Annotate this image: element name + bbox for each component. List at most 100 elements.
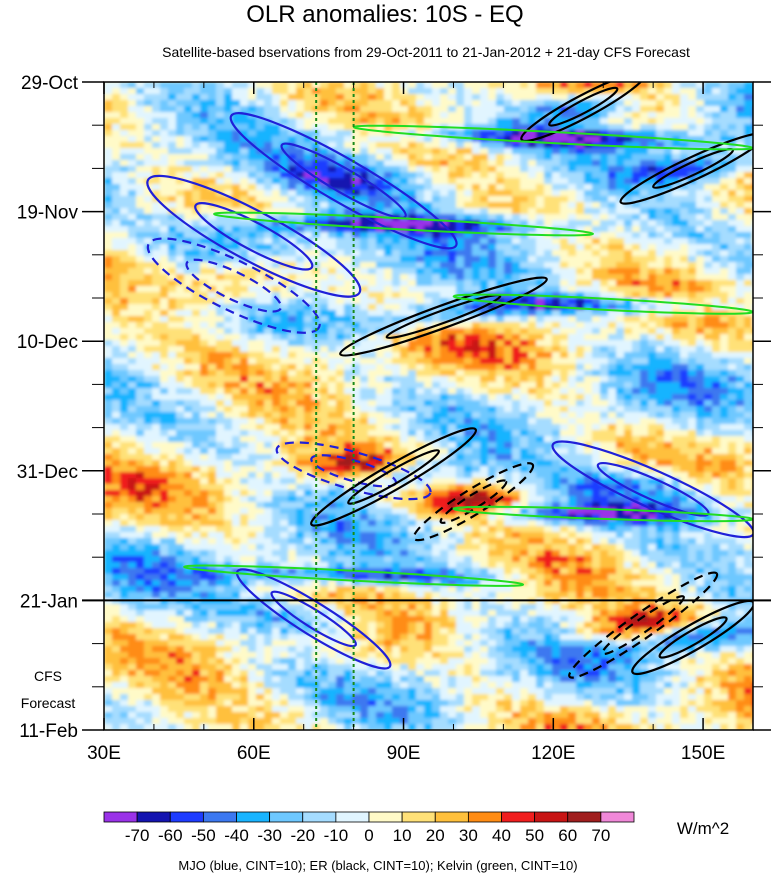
field-cell bbox=[128, 106, 137, 113]
field-cell bbox=[504, 184, 513, 191]
field-cell bbox=[456, 418, 465, 425]
field-cell bbox=[344, 436, 353, 443]
field-cell bbox=[496, 280, 505, 287]
field-cell bbox=[736, 436, 745, 443]
field-cell bbox=[336, 178, 345, 185]
field-cell bbox=[512, 130, 521, 137]
field-cell bbox=[112, 214, 121, 221]
field-cell bbox=[256, 166, 265, 173]
field-cell bbox=[560, 244, 569, 251]
field-cell bbox=[728, 322, 737, 329]
field-cell bbox=[696, 88, 705, 95]
field-cell bbox=[328, 94, 337, 101]
field-cell bbox=[720, 226, 729, 233]
field-cell bbox=[240, 100, 249, 107]
field-cell bbox=[384, 88, 393, 95]
field-cell bbox=[312, 226, 321, 233]
field-cell bbox=[224, 382, 233, 389]
field-cell bbox=[240, 394, 249, 401]
field-cell bbox=[344, 430, 353, 437]
field-cell bbox=[712, 418, 721, 425]
field-cell bbox=[128, 232, 137, 239]
field-cell bbox=[376, 190, 385, 197]
field-cell bbox=[352, 328, 361, 335]
field-cell bbox=[600, 112, 609, 119]
field-cell bbox=[560, 136, 569, 143]
field-cell bbox=[696, 382, 705, 389]
field-cell bbox=[336, 196, 345, 203]
field-cell bbox=[672, 430, 681, 437]
field-cell bbox=[248, 328, 257, 335]
field-cell bbox=[672, 196, 681, 203]
field-cell bbox=[440, 118, 449, 125]
field-cell bbox=[656, 388, 665, 395]
field-cell bbox=[184, 406, 193, 413]
field-cell bbox=[192, 340, 201, 347]
field-cell bbox=[216, 262, 225, 269]
field-cell bbox=[464, 196, 473, 203]
field-cell bbox=[208, 100, 217, 107]
field-cell bbox=[112, 418, 121, 425]
field-cell bbox=[560, 424, 569, 431]
field-cell bbox=[200, 322, 209, 329]
field-cell bbox=[408, 178, 417, 185]
field-cell bbox=[104, 172, 113, 179]
field-cell bbox=[104, 328, 113, 335]
field-cell bbox=[104, 442, 113, 449]
field-cell bbox=[240, 130, 249, 137]
field-cell bbox=[376, 250, 385, 257]
field-cell bbox=[256, 352, 265, 359]
field-cell bbox=[656, 250, 665, 257]
field-cell bbox=[528, 262, 537, 269]
field-cell bbox=[688, 232, 697, 239]
field-cell bbox=[608, 208, 617, 215]
field-cell bbox=[256, 370, 265, 377]
field-cell bbox=[128, 88, 137, 95]
field-cell bbox=[464, 106, 473, 113]
field-cell bbox=[320, 430, 329, 437]
field-cell bbox=[504, 424, 513, 431]
field-cell bbox=[576, 334, 585, 341]
field-cell bbox=[352, 130, 361, 137]
field-cell bbox=[472, 376, 481, 383]
field-cell bbox=[376, 436, 385, 443]
field-cell bbox=[696, 214, 705, 221]
field-cell bbox=[544, 400, 553, 407]
field-cell bbox=[288, 406, 297, 413]
field-cell bbox=[208, 436, 217, 443]
field-cell bbox=[392, 208, 401, 215]
field-cell bbox=[360, 142, 369, 149]
field-cell bbox=[360, 418, 369, 425]
field-cell bbox=[432, 190, 441, 197]
field-cell bbox=[680, 124, 689, 131]
field-cell bbox=[584, 436, 593, 443]
field-cell bbox=[520, 82, 529, 89]
field-cell bbox=[392, 166, 401, 173]
field-cell bbox=[688, 250, 697, 257]
field-cell bbox=[568, 382, 577, 389]
field-cell bbox=[144, 112, 153, 119]
field-cell bbox=[400, 436, 409, 443]
field-cell bbox=[560, 148, 569, 155]
field-cell bbox=[232, 232, 241, 239]
field-cell bbox=[392, 418, 401, 425]
field-cell bbox=[744, 352, 753, 359]
field-cell bbox=[384, 388, 393, 395]
field-cell bbox=[216, 160, 225, 167]
field-cell bbox=[280, 142, 289, 149]
field-cell bbox=[640, 190, 649, 197]
field-cell bbox=[608, 88, 617, 95]
field-cell bbox=[368, 430, 377, 437]
field-cell bbox=[720, 166, 729, 173]
field-cell bbox=[664, 334, 673, 341]
field-cell bbox=[152, 166, 161, 173]
field-cell bbox=[576, 406, 585, 413]
field-cell bbox=[336, 340, 345, 347]
field-cell bbox=[528, 328, 537, 335]
field-cell bbox=[216, 406, 225, 413]
field-cell bbox=[264, 142, 273, 149]
field-cell bbox=[496, 442, 505, 449]
field-cell bbox=[728, 340, 737, 347]
field-cell bbox=[160, 292, 169, 299]
field-cell bbox=[704, 160, 713, 167]
